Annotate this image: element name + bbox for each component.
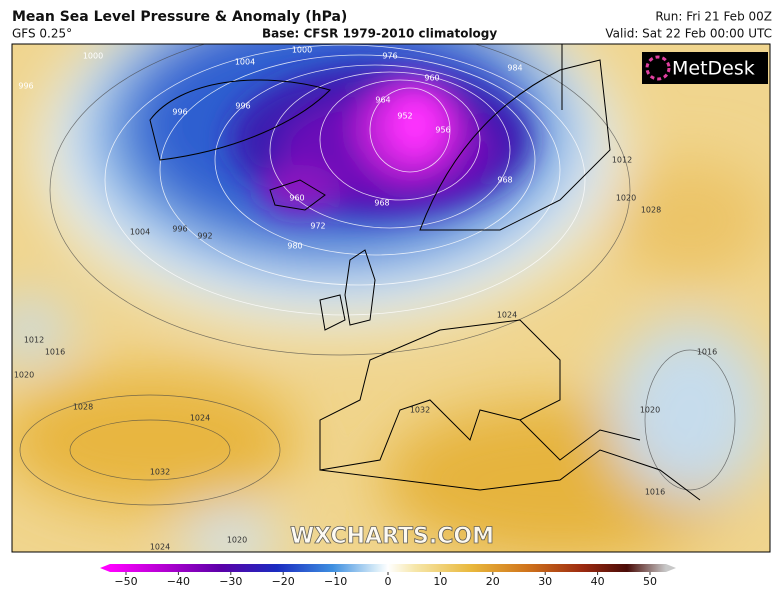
run-time: Run: Fri 21 Feb 00Z bbox=[655, 10, 772, 24]
contour-label: 1020 bbox=[227, 536, 247, 545]
coastlines bbox=[149, 59, 701, 501]
watermark: WXCHARTS.COM bbox=[290, 524, 494, 549]
contour-label: 960 bbox=[289, 194, 304, 203]
isobars-high bbox=[19, 44, 736, 506]
contour-label: 1024 bbox=[497, 311, 517, 320]
contour-label: 1024 bbox=[190, 414, 210, 423]
model: GFS 0.25° bbox=[12, 27, 72, 41]
contour-label: 980 bbox=[287, 242, 302, 251]
colorbar-gradient bbox=[110, 564, 666, 572]
contour-label: 976 bbox=[382, 52, 397, 61]
colorbar-max-arrow bbox=[666, 564, 676, 572]
contour-label: 1020 bbox=[14, 371, 34, 380]
contour-labels: 996 1000 1004 1000 976 960 964 952 956 984 996 996 9… bbox=[14, 46, 717, 552]
contour-label: 1024 bbox=[150, 543, 170, 552]
colorbar-tick-label: −30 bbox=[219, 575, 242, 588]
colorbar-tick-label: 50 bbox=[643, 575, 657, 588]
colorbar-tick-label: 30 bbox=[538, 575, 552, 588]
colorbar-tick-label: 20 bbox=[486, 575, 500, 588]
contour-label: 1012 bbox=[24, 336, 44, 345]
colorbar-tick-label: 0 bbox=[385, 575, 392, 588]
contour-label: 964 bbox=[375, 96, 390, 105]
colorbar-tick-label: 40 bbox=[591, 575, 605, 588]
contour-label: 1004 bbox=[130, 228, 150, 237]
colorbar-tick-label: −10 bbox=[324, 575, 347, 588]
map-frame bbox=[11, 43, 771, 553]
logo-icon bbox=[645, 55, 671, 81]
contour-label: 996 bbox=[235, 102, 250, 111]
colorbar-tick-label: −50 bbox=[114, 575, 137, 588]
climatology: Base: CFSR 1979-2010 climatology bbox=[262, 27, 497, 41]
contour-label: 996 bbox=[18, 82, 33, 91]
contour-label: 1016 bbox=[45, 348, 65, 357]
logo: MetDesk bbox=[672, 58, 755, 80]
contour-label: 1032 bbox=[410, 406, 430, 415]
contour-label: 972 bbox=[310, 222, 325, 231]
colorbar-tick-label: 10 bbox=[433, 575, 447, 588]
contour-label: 1000 bbox=[292, 46, 312, 55]
contour-label: 1016 bbox=[697, 348, 717, 357]
contour-label: 1028 bbox=[73, 403, 93, 412]
contour-label: 1028 bbox=[641, 206, 661, 215]
contour-label: 1012 bbox=[612, 156, 632, 165]
contour-label: 968 bbox=[497, 176, 512, 185]
low-core bbox=[230, 65, 530, 215]
contour-label: 952 bbox=[397, 112, 412, 121]
colorbar-tick-label: −20 bbox=[272, 575, 295, 588]
contour-label: 1020 bbox=[616, 194, 636, 203]
colorbar: −50 −40 −30 −20 −10 0 10 20 30 40 50 bbox=[100, 564, 676, 588]
isobars-low bbox=[104, 44, 586, 316]
contour-label: 1004 bbox=[235, 58, 255, 67]
contour-label: 968 bbox=[374, 199, 389, 208]
contour-label: 956 bbox=[435, 126, 450, 135]
contour-label: 1016 bbox=[645, 488, 665, 497]
contour-label: 1032 bbox=[150, 468, 170, 477]
map bbox=[12, 44, 770, 552]
contour-label: 1020 bbox=[640, 406, 660, 415]
colorbar-min-arrow bbox=[100, 564, 110, 572]
contour-label: 984 bbox=[507, 64, 522, 73]
title: Mean Sea Level Pressure & Anomaly (hPa) bbox=[12, 9, 347, 25]
contour-label: 960 bbox=[424, 74, 439, 83]
valid-time: Valid: Sat 22 Feb 00:00 UTC bbox=[605, 27, 772, 41]
colorbar-tick-label: −40 bbox=[167, 575, 190, 588]
contour-label: 1000 bbox=[83, 52, 103, 61]
contour-label: 996 bbox=[172, 225, 187, 234]
contour-label: 996 bbox=[172, 108, 187, 117]
contour-label: 992 bbox=[197, 232, 212, 241]
